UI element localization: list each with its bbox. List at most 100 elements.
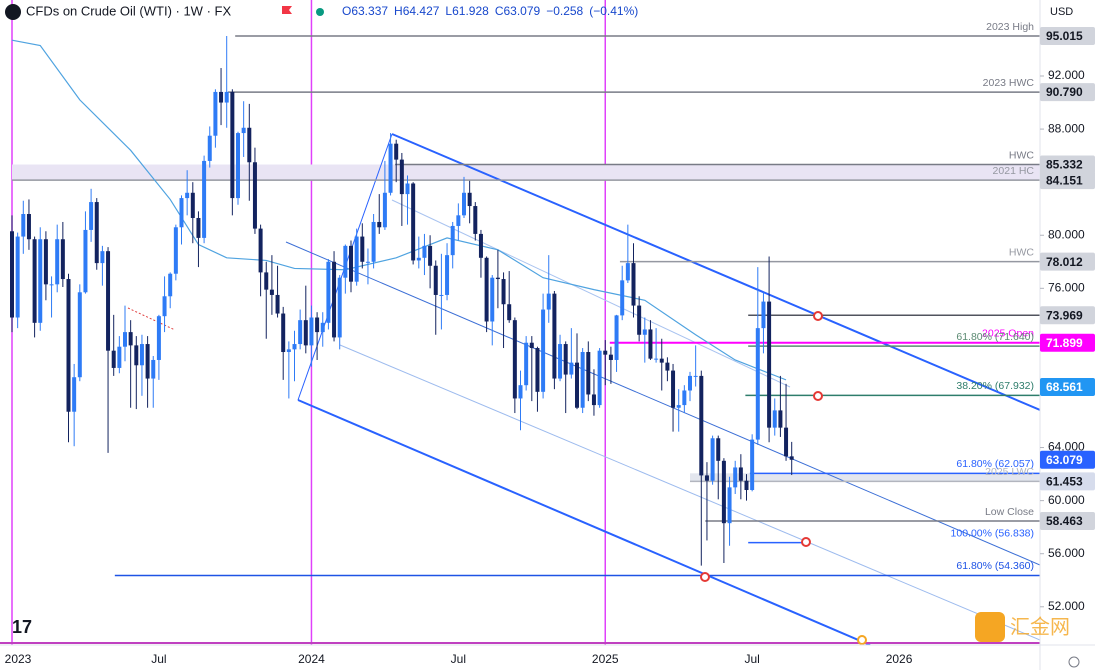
candle-body bbox=[518, 385, 523, 399]
candle-body bbox=[563, 344, 568, 375]
candle-body bbox=[411, 183, 416, 261]
candle-body bbox=[134, 345, 139, 366]
candle-body bbox=[100, 251, 105, 264]
candle-body bbox=[21, 214, 26, 237]
level-label: 2023 High bbox=[986, 21, 1034, 33]
candle-body bbox=[247, 127, 252, 163]
marker bbox=[801, 537, 811, 547]
candle-body bbox=[72, 377, 77, 412]
moving-average bbox=[11, 39, 787, 381]
candle-body bbox=[388, 143, 393, 193]
candle-body bbox=[77, 292, 82, 378]
candle-body bbox=[394, 143, 399, 160]
candle-body bbox=[405, 183, 410, 195]
ohlc-value: L61.928 bbox=[445, 4, 489, 18]
level-label: 2025 Open bbox=[982, 328, 1034, 340]
candle-body bbox=[637, 305, 642, 335]
x-tick-label: 2023 bbox=[5, 652, 32, 666]
price-tag-label: 78.012 bbox=[1046, 255, 1083, 269]
x-tick-label: Jul bbox=[744, 652, 759, 666]
candle-body bbox=[94, 202, 99, 264]
candle-body bbox=[83, 229, 88, 293]
level-label: 2021 HC bbox=[993, 165, 1035, 177]
x-tick-label: Jul bbox=[451, 652, 466, 666]
level-label: 2025 LWC bbox=[985, 466, 1034, 478]
candle-body bbox=[761, 301, 766, 329]
candle-body bbox=[399, 159, 404, 195]
settings-icon[interactable] bbox=[1068, 656, 1080, 668]
x-tick-label: 2024 bbox=[298, 652, 325, 666]
candle-body bbox=[349, 245, 353, 282]
level-label: HWC bbox=[1009, 246, 1034, 258]
candle-body bbox=[117, 346, 122, 368]
candle-body bbox=[631, 263, 636, 306]
price-tag bbox=[1040, 252, 1095, 271]
candle-body bbox=[145, 344, 150, 379]
price-tag bbox=[1040, 155, 1095, 174]
candle-body bbox=[202, 160, 207, 238]
candle-body bbox=[586, 352, 591, 395]
candle-body bbox=[473, 206, 478, 234]
candle-body bbox=[269, 289, 274, 295]
candle-body bbox=[484, 257, 489, 322]
candle-body bbox=[139, 344, 144, 366]
price-tag-label: 95.015 bbox=[1046, 29, 1083, 43]
candle-body bbox=[569, 362, 574, 375]
candle-body bbox=[303, 320, 308, 346]
price-tag bbox=[1040, 333, 1095, 352]
ohlc-value: H64.427 bbox=[394, 4, 440, 18]
dotted-line bbox=[127, 307, 176, 331]
candle-body bbox=[580, 352, 585, 408]
candle-body bbox=[275, 294, 280, 314]
price-tag-label: 63.079 bbox=[1046, 453, 1083, 467]
candle-body bbox=[671, 370, 676, 408]
candle-body bbox=[128, 332, 133, 346]
candle-body bbox=[439, 294, 444, 296]
candle-body bbox=[60, 239, 65, 280]
flag-icon[interactable] bbox=[282, 6, 292, 14]
candle-body bbox=[224, 91, 229, 103]
candle-body bbox=[162, 296, 167, 317]
candle-body bbox=[608, 354, 613, 360]
candle-body bbox=[529, 342, 534, 349]
candle-body bbox=[38, 239, 43, 323]
candle-body bbox=[236, 133, 240, 199]
candle-body bbox=[750, 439, 755, 491]
candle-body bbox=[213, 91, 218, 136]
candle-body bbox=[704, 475, 709, 481]
candle-body bbox=[337, 277, 342, 338]
channel-mid bbox=[285, 241, 1040, 566]
candle-body bbox=[123, 332, 127, 347]
candle-body bbox=[332, 261, 337, 338]
level-band bbox=[12, 164, 1040, 181]
level-label: 61.80% (62.057) bbox=[956, 458, 1034, 470]
candle-body bbox=[738, 467, 743, 481]
candle-body bbox=[767, 301, 772, 428]
candle-body bbox=[111, 350, 116, 368]
candle-body bbox=[422, 245, 427, 258]
title: CFDs on Crude Oil (WTI) · 1W · FX bbox=[26, 3, 231, 18]
candle-body bbox=[507, 304, 512, 321]
x-tick-label: 2025 bbox=[592, 652, 619, 666]
marker bbox=[857, 635, 867, 645]
candle-body bbox=[693, 375, 698, 377]
y-tick-label: 60.000 bbox=[1048, 493, 1085, 507]
candle-body bbox=[558, 344, 563, 379]
candle-body bbox=[89, 202, 94, 230]
candle-body bbox=[541, 309, 546, 392]
price-tag-label: 61.453 bbox=[1046, 475, 1083, 489]
candle-body bbox=[360, 236, 365, 262]
candle-body bbox=[49, 284, 54, 286]
candle-body bbox=[292, 344, 297, 350]
price-tag bbox=[1040, 306, 1095, 325]
candle-body bbox=[699, 375, 704, 476]
candle-body bbox=[659, 358, 664, 363]
candle-body bbox=[264, 272, 269, 290]
candle-body bbox=[512, 320, 517, 399]
candle-body bbox=[789, 456, 794, 460]
candle-body bbox=[309, 317, 314, 346]
y-tick-label: 52.000 bbox=[1048, 599, 1085, 613]
